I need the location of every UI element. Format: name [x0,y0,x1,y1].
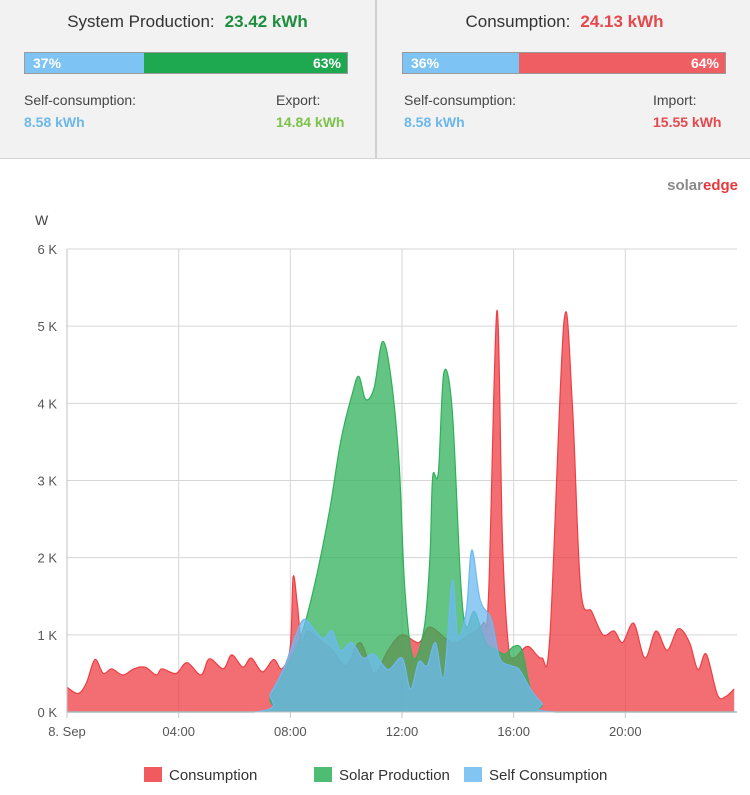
consumption-self-segment: 36% [403,53,519,73]
consumption-self-value: 8.58 kWh [404,114,465,130]
production-self-segment: 37% [25,53,145,73]
power-chart: solaredge 0 K 1 K 2 K 3 K 4 K 5 K 6 K 8. Sep 04:… [0,160,750,790]
y-tick-label: 3 K [37,474,57,489]
production-title: System Production: 23.42 kWh [0,12,375,32]
solar-production-line [67,340,737,713]
consumption-area [67,310,735,712]
self-consumption-area [67,549,737,712]
panel-divider [375,0,377,158]
production-split-bar: 37% 63% [24,52,348,74]
x-tick-label: 20:00 [609,724,642,739]
legend-item-solar-production[interactable]: Solar Production [314,767,450,784]
solar-production-area [67,341,737,712]
export-label: Export: [276,92,321,108]
import-label: Import: [653,92,697,108]
y-tick-label: 4 K [37,396,57,411]
import-value: 15.55 kWh [653,114,722,130]
legend-item-self-consumption[interactable]: Self Consumption [464,767,607,784]
energy-summary: System Production: 23.42 kWh 37% 63% Self… [0,0,750,159]
self-consumption-line [67,549,737,713]
y-tick-label: 1 K [37,628,57,643]
consumption-total-value: 24.13 kWh [580,12,664,31]
production-self-label: Self-consumption: [24,92,137,108]
solaredge-logo: solaredge [667,177,738,194]
consumption-line [66,310,735,700]
consumption-title-label: Consumption: [465,12,571,31]
production-total-value: 23.42 kWh [224,12,308,31]
x-tick-label: 04:00 [162,724,195,739]
export-value: 14.84 kWh [276,114,345,130]
y-tick-label: 0 K [37,705,57,720]
consumption-self-label: Self-consumption: [404,92,517,108]
x-tick-label: 12:00 [386,724,419,739]
y-axis-title: W [35,212,49,228]
legend-label: Consumption [169,767,257,784]
consumption-import-segment: 64% [518,53,725,73]
legend-label: Solar Production [339,767,450,784]
legend-swatch [314,767,332,782]
consumption-split-bar: 36% 64% [402,52,726,74]
consumption-title: Consumption: 24.13 kWh [377,12,750,32]
legend-item-consumption[interactable]: Consumption [144,767,257,784]
x-tick-label: 16:00 [497,724,530,739]
production-title-label: System Production: [67,12,215,31]
x-tick-label: 8. Sep [48,724,86,739]
production-export-segment: 63% [144,53,347,73]
x-tick-label: 08:00 [274,724,307,739]
legend-swatch [144,767,162,782]
legend-label: Self Consumption [489,767,607,784]
consumption-panel: Consumption: 24.13 kWh 36% 64% Self-consu… [377,0,750,158]
y-tick-label: 5 K [37,319,57,334]
y-tick-label: 6 K [37,242,57,257]
production-panel: System Production: 23.42 kWh 37% 63% Self… [0,0,375,158]
production-self-value: 8.58 kWh [24,114,85,130]
legend-swatch [464,767,482,782]
power-chart-svg: solaredge 0 K 1 K 2 K 3 K 4 K 5 K 6 K 8. Sep 04:… [35,177,738,784]
y-tick-label: 2 K [37,551,57,566]
